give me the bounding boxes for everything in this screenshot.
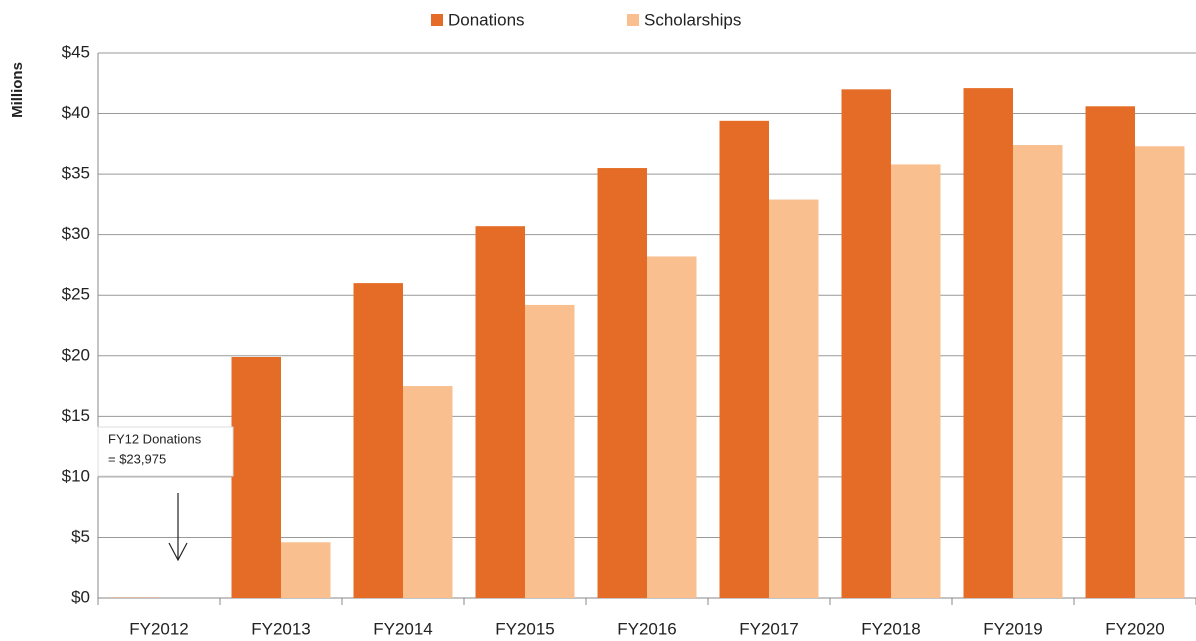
y-tick-label: $10	[62, 466, 90, 485]
bar	[281, 542, 331, 598]
y-tick-label: $30	[62, 224, 90, 243]
y-tick-label: $5	[71, 527, 90, 546]
bar	[231, 356, 281, 598]
x-tick-label: FY2019	[983, 619, 1043, 638]
bar	[719, 120, 769, 599]
bar	[597, 168, 647, 599]
x-tick-label: FY2020	[1105, 619, 1165, 638]
bar	[1013, 145, 1063, 599]
x-tick-label: FY2015	[495, 619, 555, 638]
legend-swatch	[627, 14, 639, 26]
x-tick-label: FY2014	[373, 619, 433, 638]
bar	[403, 386, 453, 598]
x-tick-label: FY2017	[739, 619, 799, 638]
bar	[963, 88, 1013, 598]
x-tick-label: FY2018	[861, 619, 921, 638]
bar	[647, 256, 697, 598]
bar	[841, 89, 891, 598]
y-tick-label: $45	[62, 42, 90, 61]
y-tick-label: $40	[62, 103, 90, 122]
y-tick-label: $20	[62, 345, 90, 364]
y-axis-label: Millions	[9, 62, 26, 118]
annotation-arrow	[168, 493, 188, 562]
x-tick-label: FY2013	[251, 619, 311, 638]
annotation-box	[97, 426, 234, 477]
x-tick-label: FY2012	[129, 619, 189, 638]
legend-label: Scholarships	[644, 10, 741, 29]
bar	[1135, 146, 1185, 598]
bar	[353, 283, 403, 598]
x-tick-label: FY2016	[617, 619, 677, 638]
y-tick-label: $25	[62, 285, 90, 304]
bar	[475, 226, 525, 598]
annotation: = $23,975	[108, 451, 166, 466]
plot: $0 $5 $10 $15 $20 $25 $30 $35 $40 $45 FY2012 FY2013…	[62, 10, 1196, 638]
y-tick-label: $15	[62, 406, 90, 425]
y-tick-label: $0	[71, 587, 90, 606]
bar	[891, 164, 941, 598]
legend-label: Donations	[448, 10, 525, 29]
bar	[1085, 106, 1135, 599]
legend-swatch	[431, 14, 443, 26]
bar	[525, 304, 575, 598]
y-tick-label: $35	[62, 164, 90, 183]
annotation: FY12 Donations	[108, 431, 202, 446]
bar	[769, 199, 819, 599]
